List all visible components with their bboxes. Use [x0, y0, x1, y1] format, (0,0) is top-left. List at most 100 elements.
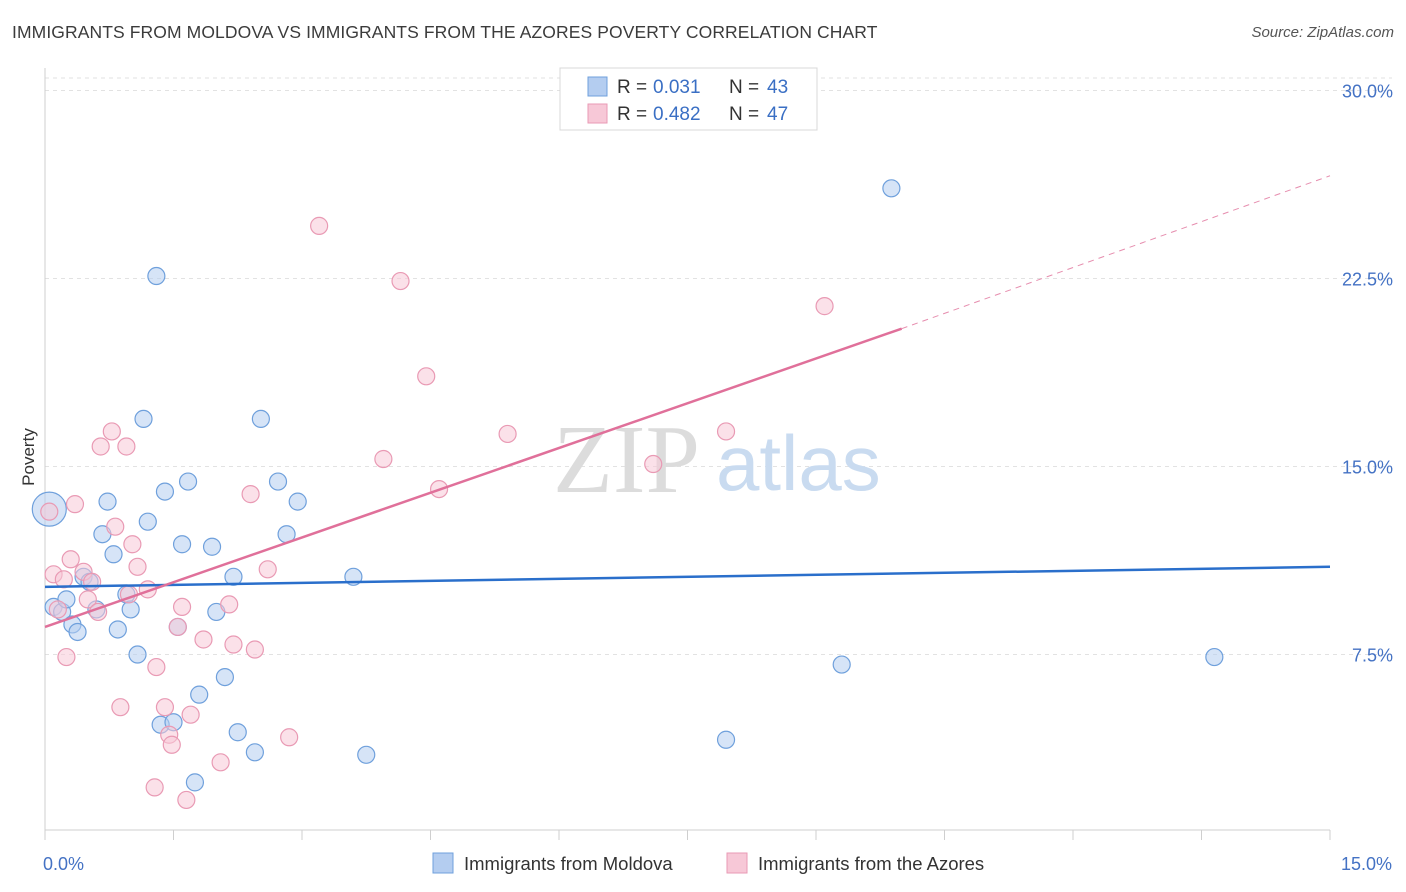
point-azores-28 [181, 705, 200, 724]
point-azores-27 [177, 790, 196, 810]
point-azores-25 [168, 617, 187, 637]
point-azores-20 [145, 778, 164, 797]
point-moldova-18 [147, 266, 166, 286]
point-azores-14 [111, 698, 130, 717]
axes [44, 68, 1331, 840]
legend-r-label-azores: R = [617, 104, 647, 125]
point-moldova-33 [251, 409, 270, 429]
legend-swatch-moldova [587, 76, 608, 97]
point-azores-15 [117, 437, 136, 456]
point-azores-5 [61, 550, 80, 569]
legend-r-value-azores: 0.482 [653, 104, 701, 125]
legend-swatch-azores [587, 103, 608, 124]
x-tick-label-0: 0.0% [43, 854, 84, 874]
point-moldova-39 [716, 730, 736, 749]
trend-lines [44, 175, 1331, 629]
point-moldova-38 [357, 745, 376, 764]
trend-line-moldova [44, 565, 1331, 589]
point-azores-37 [310, 216, 329, 235]
point-moldova-17 [138, 512, 157, 531]
point-azores-39 [391, 271, 410, 291]
y-tick-label-1: 15.0% [1342, 458, 1393, 478]
y-tick-label-2: 22.5% [1342, 270, 1393, 290]
point-azores-30 [211, 753, 230, 772]
point-moldova-16 [134, 409, 153, 429]
point-azores-22 [155, 698, 175, 717]
point-azores-3 [54, 570, 73, 589]
point-azores-40 [417, 367, 436, 386]
point-moldova-5 [68, 622, 87, 642]
source-label: Source: ZipAtlas.com [1251, 24, 1394, 41]
point-azores-34 [245, 640, 264, 659]
watermark: ZIP atlas [553, 406, 881, 514]
point-azores-31 [220, 595, 239, 614]
point-moldova-27 [202, 537, 222, 556]
point-moldova-11 [104, 545, 123, 564]
chart-title: IMMIGRANTS FROM MOLDOVA VS IMMIGRANTS FR… [12, 22, 878, 42]
point-azores-18 [128, 557, 147, 576]
point-azores-32 [224, 635, 243, 654]
point-azores-12 [102, 422, 121, 441]
point-moldova-31 [228, 723, 247, 742]
point-azores-36 [280, 728, 299, 747]
point-azores-45 [815, 297, 834, 316]
legend-n-value-azores: 47 [767, 104, 788, 125]
legend-n-label-moldova: N = [729, 77, 759, 98]
point-azores-33 [241, 485, 260, 504]
point-moldova-29 [215, 667, 234, 687]
point-moldova-10 [98, 492, 117, 511]
watermark-zip: ZIP [553, 406, 700, 514]
point-moldova-34 [268, 472, 288, 491]
y-tick-label-3: 30.0% [1342, 82, 1393, 102]
point-moldova-14 [121, 600, 140, 619]
point-moldova-41 [882, 179, 901, 198]
legend-n-label-azores: N = [729, 104, 759, 125]
point-azores-13 [106, 517, 125, 536]
point-moldova-23 [172, 535, 192, 554]
point-moldova-36 [288, 492, 307, 511]
point-azores-26 [172, 597, 192, 617]
point-azores-9 [83, 572, 102, 591]
point-moldova-32 [245, 743, 264, 762]
point-azores-21 [147, 657, 166, 677]
point-azores-44 [716, 422, 736, 441]
legend-r-label-moldova: R = [617, 77, 647, 98]
point-azores-2 [48, 600, 67, 619]
point-moldova-42 [1205, 647, 1224, 667]
data-points [31, 179, 1224, 810]
point-azores-11 [91, 437, 110, 456]
point-azores-24 [162, 735, 181, 754]
x-tick-label-1: 15.0% [1341, 854, 1392, 874]
y-tick-labels: 7.5% 15.0% 22.5% 30.0% [1342, 82, 1393, 666]
point-azores-17 [123, 535, 142, 554]
point-azores-43 [644, 454, 663, 474]
legend-r-value-moldova: 0.031 [653, 77, 701, 98]
point-moldova-40 [832, 655, 851, 674]
point-moldova-24 [178, 472, 198, 491]
y-axis-label: Poverty [19, 428, 38, 486]
trend-line-extension-azores [901, 175, 1331, 330]
point-moldova-20 [155, 482, 175, 501]
trend-line-azores [44, 327, 903, 629]
bottom-legend-swatch-azores [726, 852, 748, 874]
watermark-atlas: atlas [716, 419, 881, 507]
y-tick-label-0: 7.5% [1352, 646, 1393, 666]
bottom-legend-label-moldova: Immigrants from Moldova [464, 853, 673, 874]
bottom-legend-swatch-moldova [432, 852, 454, 874]
point-azores-0 [40, 502, 59, 521]
legend: R = 0.031 N = 43 R = 0.482 N = 47 [559, 67, 818, 131]
point-moldova-12 [108, 620, 127, 639]
point-azores-8 [78, 590, 97, 609]
point-moldova-30 [224, 567, 243, 586]
point-moldova-26 [190, 685, 209, 704]
point-azores-4 [57, 647, 76, 667]
bottom-legend: Immigrants from Moldova Immigrants from … [432, 852, 984, 874]
x-tick-labels: 0.0% 15.0% [43, 854, 1392, 874]
legend-n-value-moldova: 43 [767, 77, 788, 98]
point-moldova-15 [128, 645, 147, 664]
point-azores-29 [194, 630, 213, 649]
point-azores-6 [65, 495, 85, 514]
point-moldova-25 [185, 773, 205, 792]
point-azores-42 [498, 424, 517, 444]
